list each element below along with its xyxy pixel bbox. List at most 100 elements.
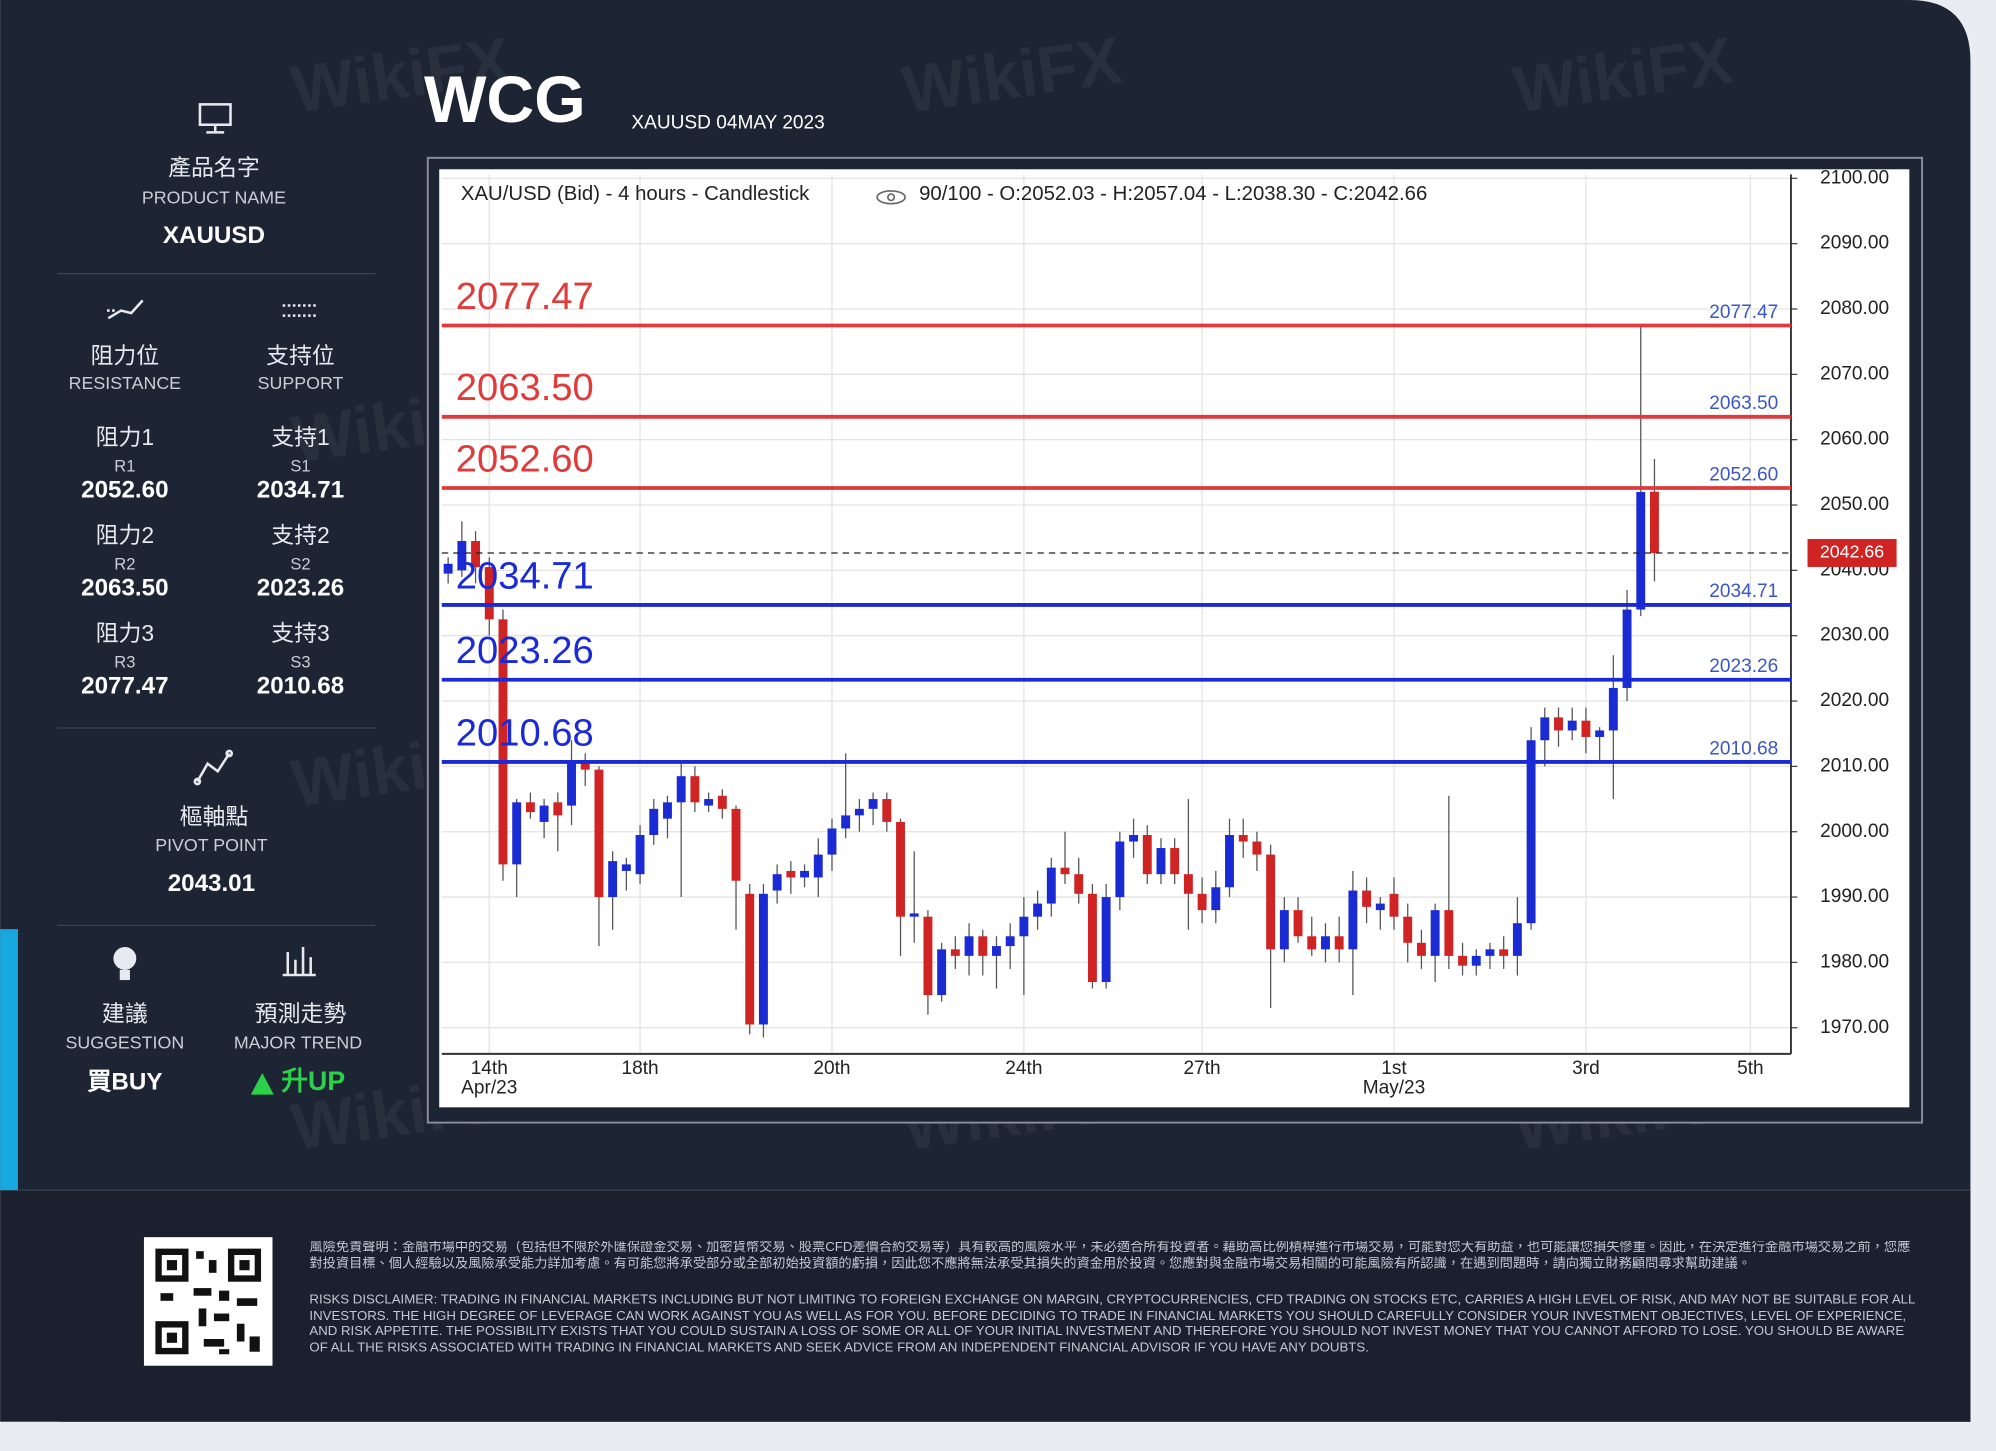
x-tick-label: 24th bbox=[1005, 1058, 1042, 1079]
candle-body bbox=[1636, 491, 1646, 610]
candle-body bbox=[1074, 874, 1084, 894]
suggestion-icon bbox=[113, 946, 137, 981]
candle-body bbox=[594, 769, 604, 898]
candle-body bbox=[1430, 910, 1440, 956]
support-level-value: 2034.71 bbox=[257, 477, 344, 504]
candle-body bbox=[992, 946, 1001, 956]
candle-body bbox=[580, 763, 590, 770]
resistance-label-en: RESISTANCE bbox=[69, 373, 182, 393]
level-label: 2010.68 bbox=[456, 711, 594, 754]
level-label: 2063.50 bbox=[456, 366, 594, 409]
candle-body bbox=[1622, 609, 1632, 688]
candle-body bbox=[621, 864, 631, 871]
candle-body bbox=[1650, 491, 1659, 553]
candle-body bbox=[1375, 903, 1385, 911]
candle-body bbox=[498, 619, 508, 865]
y-tick-label: 2030.00 bbox=[1820, 625, 1889, 646]
support-level-zh: 支持2 bbox=[271, 522, 330, 548]
product-label-zh: 產品名字 bbox=[168, 154, 260, 180]
x-tick-label: 14th Apr/23 bbox=[461, 1058, 517, 1098]
candle-body bbox=[786, 870, 796, 878]
candle-body bbox=[1279, 910, 1289, 950]
candle-body bbox=[443, 563, 453, 574]
candle-body bbox=[1005, 936, 1015, 947]
candle-body bbox=[896, 821, 905, 917]
product-icon bbox=[198, 103, 232, 134]
resistance-level-code: R1 bbox=[114, 456, 135, 475]
candle-body bbox=[1238, 834, 1248, 842]
candle-body bbox=[1115, 841, 1125, 898]
resistance-icon bbox=[107, 299, 144, 320]
candle-body bbox=[1266, 854, 1276, 950]
candle-body bbox=[1142, 834, 1152, 875]
candle-body bbox=[512, 802, 522, 865]
resistance-level-value: 2052.60 bbox=[81, 477, 168, 504]
candle-body bbox=[1252, 841, 1262, 855]
candle-body bbox=[1197, 893, 1207, 911]
y-tick-label: 2010.00 bbox=[1820, 755, 1889, 776]
y-tick-label: 2020.00 bbox=[1820, 690, 1889, 711]
disclaimer-en-box: RISKS DISCLAIMER: TRADING IN FINANCIAL M… bbox=[309, 1293, 1915, 1356]
support-level-zh: 支持1 bbox=[271, 424, 330, 450]
candle-body bbox=[923, 916, 933, 996]
y-tick-label: 1980.00 bbox=[1820, 951, 1889, 972]
resistance-level-value: 2063.50 bbox=[81, 575, 168, 602]
trend-value: 升UP bbox=[281, 1066, 345, 1096]
candle-body bbox=[772, 874, 782, 891]
chart-subtitle: 90/100 - O:2052.03 - H:2057.04 - L:2038.… bbox=[919, 183, 1427, 205]
candle-body bbox=[882, 799, 892, 822]
footer bbox=[0, 1190, 1971, 1422]
level-label-right: 2010.68 bbox=[1709, 738, 1778, 759]
candle-body bbox=[471, 540, 481, 568]
candle-body bbox=[950, 949, 960, 956]
suggestion-label-zh: 建議 bbox=[102, 1001, 148, 1027]
y-tick-label: 2050.00 bbox=[1820, 494, 1889, 515]
report-subtitle: XAUUSD 04MAY 2023 bbox=[631, 113, 824, 134]
level-label-right: 2077.47 bbox=[1709, 302, 1778, 323]
level-label: 2034.71 bbox=[456, 554, 594, 597]
candle-body bbox=[1321, 936, 1330, 950]
candle-body bbox=[1471, 955, 1481, 966]
candle-body bbox=[649, 808, 659, 835]
candle-body bbox=[1307, 936, 1317, 950]
y-tick-label: 2070.00 bbox=[1820, 363, 1889, 384]
level-label-right: 2034.71 bbox=[1709, 581, 1778, 602]
candle-body bbox=[731, 808, 741, 881]
candle-body bbox=[813, 854, 823, 878]
x-tick-label: 1st May/23 bbox=[1363, 1058, 1426, 1098]
candle-body bbox=[1019, 916, 1029, 937]
candle-body bbox=[539, 805, 549, 822]
candle-body bbox=[1101, 897, 1111, 983]
trend-label-en: MAJOR TREND bbox=[234, 1032, 362, 1052]
y-tick-label: 2060.00 bbox=[1820, 429, 1889, 450]
y-tick-label: 2090.00 bbox=[1820, 233, 1889, 254]
disclaimer-en: RISKS DISCLAIMER: TRADING IN FINANCIAL M… bbox=[309, 1293, 1915, 1356]
resistance-level-code: R2 bbox=[114, 555, 135, 574]
candle-body bbox=[1389, 893, 1399, 917]
support-label-en: SUPPORT bbox=[258, 373, 344, 393]
candle-body bbox=[1334, 936, 1344, 950]
level-label-right: 2052.60 bbox=[1709, 464, 1778, 485]
candle-body bbox=[704, 799, 714, 806]
pivot-label-zh: 樞軸點 bbox=[180, 803, 249, 829]
support-level-value: 2023.26 bbox=[257, 575, 344, 602]
pivot-value: 2043.01 bbox=[168, 870, 255, 897]
candle-body bbox=[758, 893, 768, 1025]
candle-body bbox=[978, 936, 988, 956]
candle-body bbox=[1033, 903, 1043, 917]
product-value: XAUUSD bbox=[163, 222, 265, 249]
chart-canvas bbox=[439, 169, 1910, 1108]
x-tick-label: 27th bbox=[1184, 1058, 1221, 1079]
level-label: 2077.47 bbox=[456, 275, 594, 318]
support-level-code: S1 bbox=[290, 456, 310, 475]
logo: WCG bbox=[424, 63, 586, 137]
last-price-label: 2042.66 bbox=[1820, 542, 1884, 562]
x-tick-label: 5th bbox=[1737, 1058, 1764, 1079]
candle-body bbox=[1608, 687, 1618, 731]
candle-body bbox=[717, 795, 727, 809]
trend-icon bbox=[282, 946, 316, 977]
resistance-level-zh: 阻力2 bbox=[96, 522, 155, 548]
